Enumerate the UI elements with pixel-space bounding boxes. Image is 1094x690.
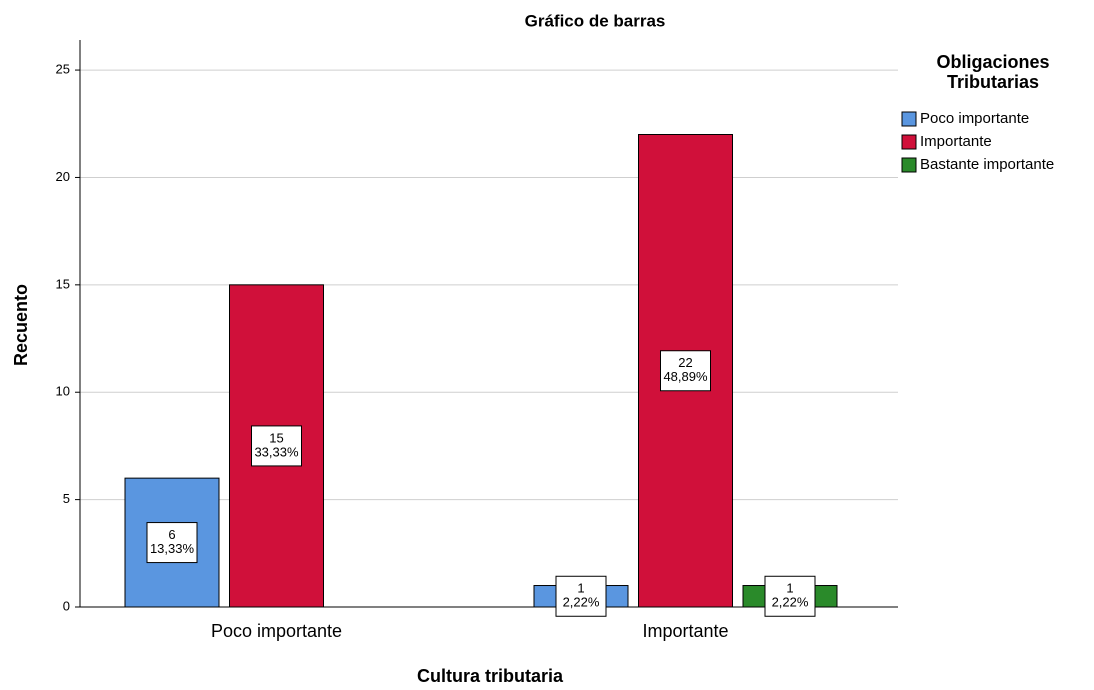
y-tick-label: 5	[63, 491, 70, 506]
legend-label: Bastante importante	[920, 156, 1054, 173]
data-label: 6	[168, 527, 175, 542]
data-label: 48,89%	[663, 369, 708, 384]
data-label: 2,22%	[563, 595, 600, 610]
data-label: 13,33%	[150, 541, 195, 556]
x-tick-label: Poco importante	[211, 621, 342, 641]
data-label-box	[764, 575, 816, 617]
data-label: 2,22%	[772, 595, 809, 610]
y-tick-label: 10	[56, 384, 70, 399]
y-tick-label: 0	[63, 598, 70, 613]
data-label-box	[251, 425, 302, 467]
data-label: 15	[269, 430, 283, 445]
y-axis-title: Recuento	[11, 284, 31, 366]
legend-swatch	[901, 134, 917, 150]
legend-label: Importante	[920, 133, 992, 150]
data-label: 22	[678, 355, 692, 370]
data-label-box	[555, 575, 607, 617]
data-label: 33,33%	[254, 444, 299, 459]
data-label-box	[660, 350, 711, 392]
data-label: 1	[577, 581, 584, 596]
x-axis-title: Cultura tributaria	[417, 666, 564, 686]
y-tick-label: 20	[56, 169, 70, 184]
legend-label: Poco importante	[920, 110, 1029, 127]
chart-title: Gráfico de barras	[525, 11, 666, 30]
x-tick-label: Importante	[642, 621, 728, 641]
legend-swatch	[901, 111, 917, 127]
data-label-box	[146, 522, 198, 564]
y-tick-label: 25	[56, 62, 70, 77]
legend-swatch	[901, 157, 917, 173]
data-label: 1	[786, 581, 793, 596]
legend-title: Obligaciones Tributarias	[936, 52, 1050, 92]
y-tick-label: 15	[56, 276, 70, 291]
